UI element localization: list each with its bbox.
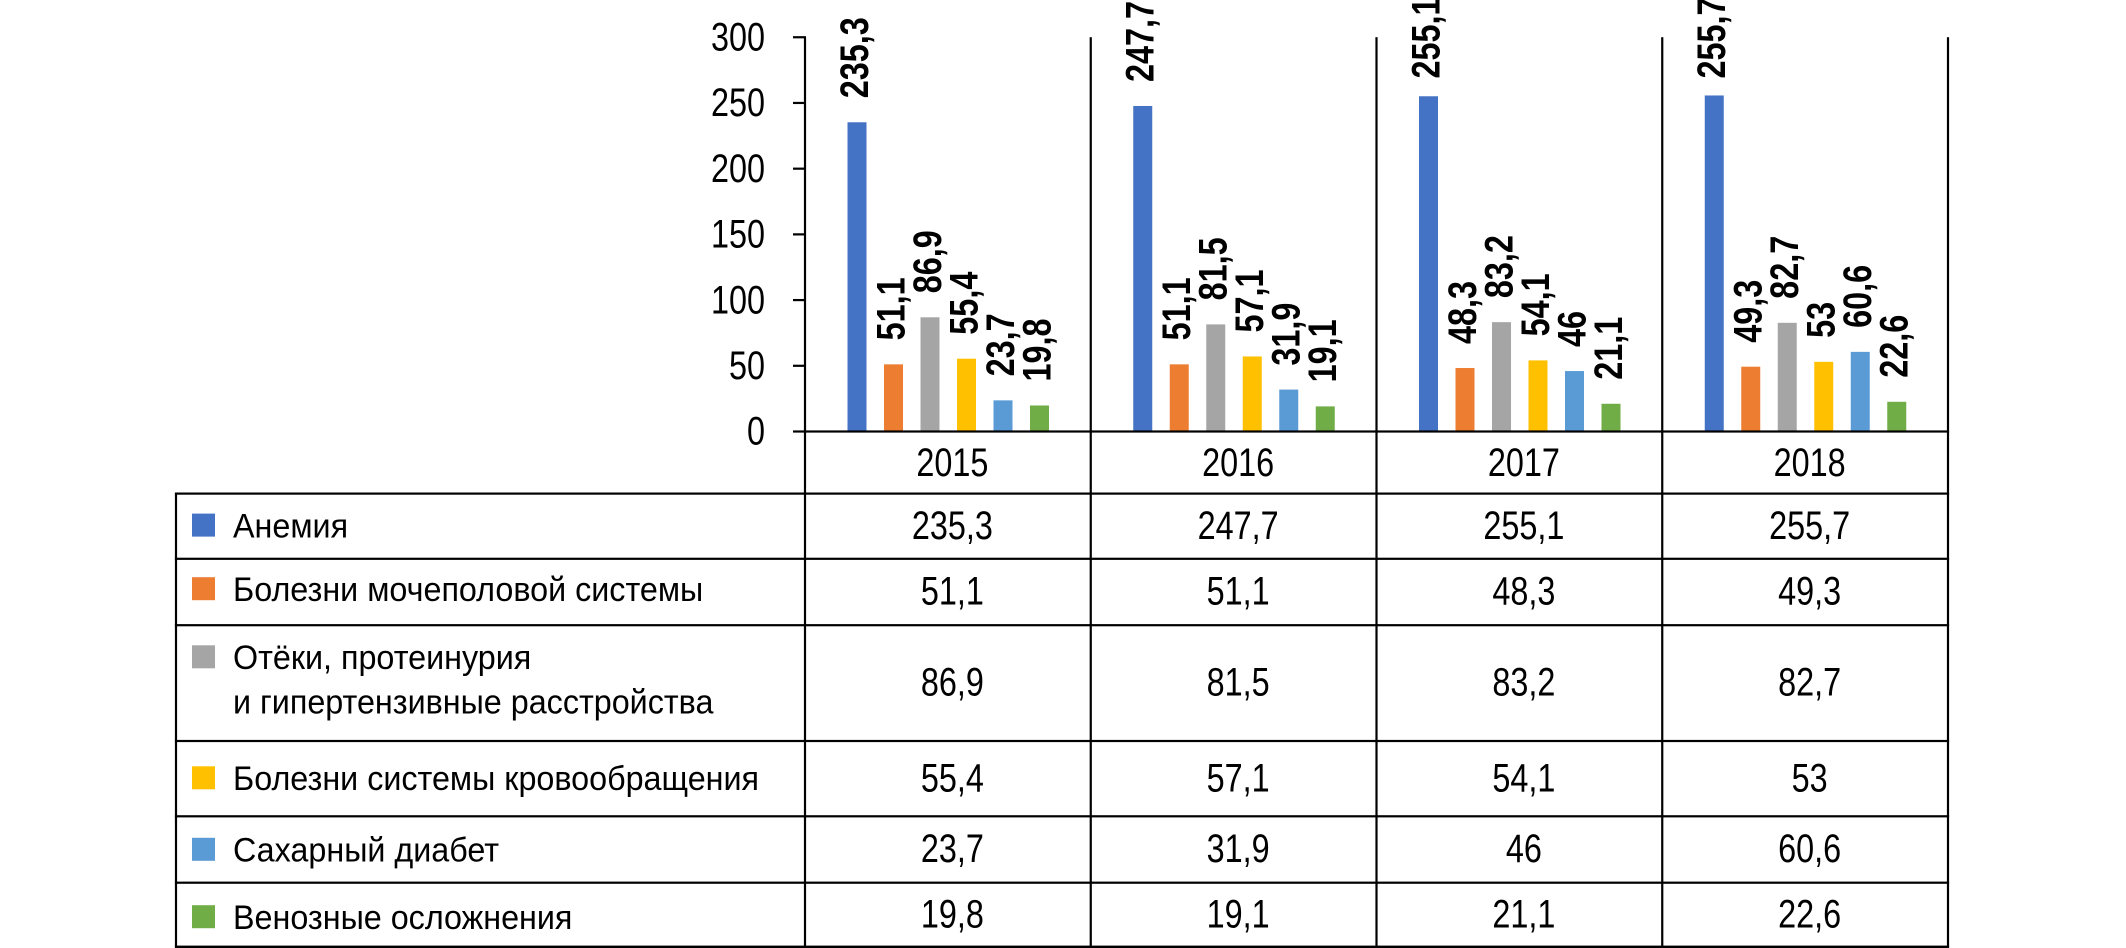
svg-text:0: 0 — [747, 409, 765, 454]
svg-text:53: 53 — [1798, 302, 1843, 338]
svg-text:2015: 2015 — [916, 440, 988, 485]
svg-text:и гипертензивные расстройства: и гипертензивные расстройства — [233, 684, 714, 722]
svg-text:100: 100 — [711, 277, 765, 322]
svg-text:55,4: 55,4 — [921, 755, 984, 800]
svg-text:2018: 2018 — [1774, 440, 1846, 485]
svg-text:247,7: 247,7 — [1198, 503, 1279, 548]
svg-text:255,1: 255,1 — [1483, 503, 1564, 548]
svg-text:21,1: 21,1 — [1492, 891, 1555, 936]
svg-text:200: 200 — [711, 146, 765, 191]
svg-text:82,7: 82,7 — [1762, 236, 1807, 299]
svg-text:2016: 2016 — [1202, 440, 1274, 485]
svg-text:60,6: 60,6 — [1778, 826, 1841, 871]
svg-text:48,3: 48,3 — [1492, 569, 1555, 614]
svg-text:46: 46 — [1506, 826, 1542, 871]
svg-text:22,6: 22,6 — [1871, 315, 1916, 378]
svg-text:Сахарный диабет: Сахарный диабет — [233, 832, 499, 870]
svg-text:23,7: 23,7 — [921, 826, 984, 871]
svg-text:31,9: 31,9 — [1263, 303, 1308, 366]
svg-text:19,1: 19,1 — [1300, 319, 1345, 382]
svg-text:46: 46 — [1549, 311, 1594, 347]
svg-text:86,9: 86,9 — [921, 660, 984, 705]
svg-text:21,1: 21,1 — [1586, 317, 1631, 380]
svg-text:247,7: 247,7 — [1117, 1, 1162, 82]
svg-text:51,1: 51,1 — [1154, 277, 1199, 340]
svg-text:19,8: 19,8 — [1014, 318, 1059, 381]
svg-text:81,5: 81,5 — [1207, 660, 1270, 705]
svg-text:300: 300 — [711, 14, 765, 59]
svg-text:31,9: 31,9 — [1207, 826, 1270, 871]
svg-text:81,5: 81,5 — [1190, 237, 1235, 300]
svg-text:Болезни мочеполовой системы: Болезни мочеполовой системы — [233, 571, 703, 609]
svg-text:83,2: 83,2 — [1476, 235, 1521, 298]
svg-text:53: 53 — [1792, 755, 1828, 800]
svg-text:54,1: 54,1 — [1492, 755, 1555, 800]
svg-text:48,3: 48,3 — [1440, 281, 1485, 344]
svg-text:255,1: 255,1 — [1403, 0, 1448, 79]
svg-text:235,3: 235,3 — [912, 503, 993, 548]
svg-text:150: 150 — [711, 211, 765, 256]
svg-text:250: 250 — [711, 80, 765, 125]
svg-text:22,6: 22,6 — [1778, 891, 1841, 936]
svg-text:Болезни системы кровообращения: Болезни системы кровообращения — [233, 760, 759, 798]
svg-text:255,7: 255,7 — [1689, 0, 1734, 79]
svg-text:83,2: 83,2 — [1492, 660, 1555, 705]
svg-text:54,1: 54,1 — [1513, 273, 1558, 336]
svg-text:49,3: 49,3 — [1778, 569, 1841, 614]
svg-text:Отёки, протеинурия: Отёки, протеинурия — [233, 639, 531, 677]
svg-text:19,8: 19,8 — [921, 891, 984, 936]
svg-text:Анемия: Анемия — [233, 508, 348, 546]
svg-text:2017: 2017 — [1488, 440, 1560, 485]
svg-text:55,4: 55,4 — [941, 272, 986, 335]
svg-text:51,1: 51,1 — [1207, 569, 1270, 614]
svg-text:235,3: 235,3 — [832, 17, 877, 98]
svg-text:49,3: 49,3 — [1725, 280, 1770, 343]
svg-text:23,7: 23,7 — [978, 313, 1023, 376]
svg-text:51,1: 51,1 — [921, 569, 984, 614]
svg-text:19,1: 19,1 — [1207, 891, 1270, 936]
svg-text:86,9: 86,9 — [905, 230, 950, 293]
svg-text:50: 50 — [729, 343, 765, 388]
svg-text:51,1: 51,1 — [868, 277, 913, 340]
svg-text:82,7: 82,7 — [1778, 660, 1841, 705]
svg-text:57,1: 57,1 — [1207, 755, 1270, 800]
svg-text:255,7: 255,7 — [1769, 503, 1850, 548]
svg-text:57,1: 57,1 — [1227, 269, 1272, 332]
svg-text:Венозные осложнения: Венозные осложнения — [233, 899, 572, 937]
svg-text:60,6: 60,6 — [1835, 265, 1880, 328]
